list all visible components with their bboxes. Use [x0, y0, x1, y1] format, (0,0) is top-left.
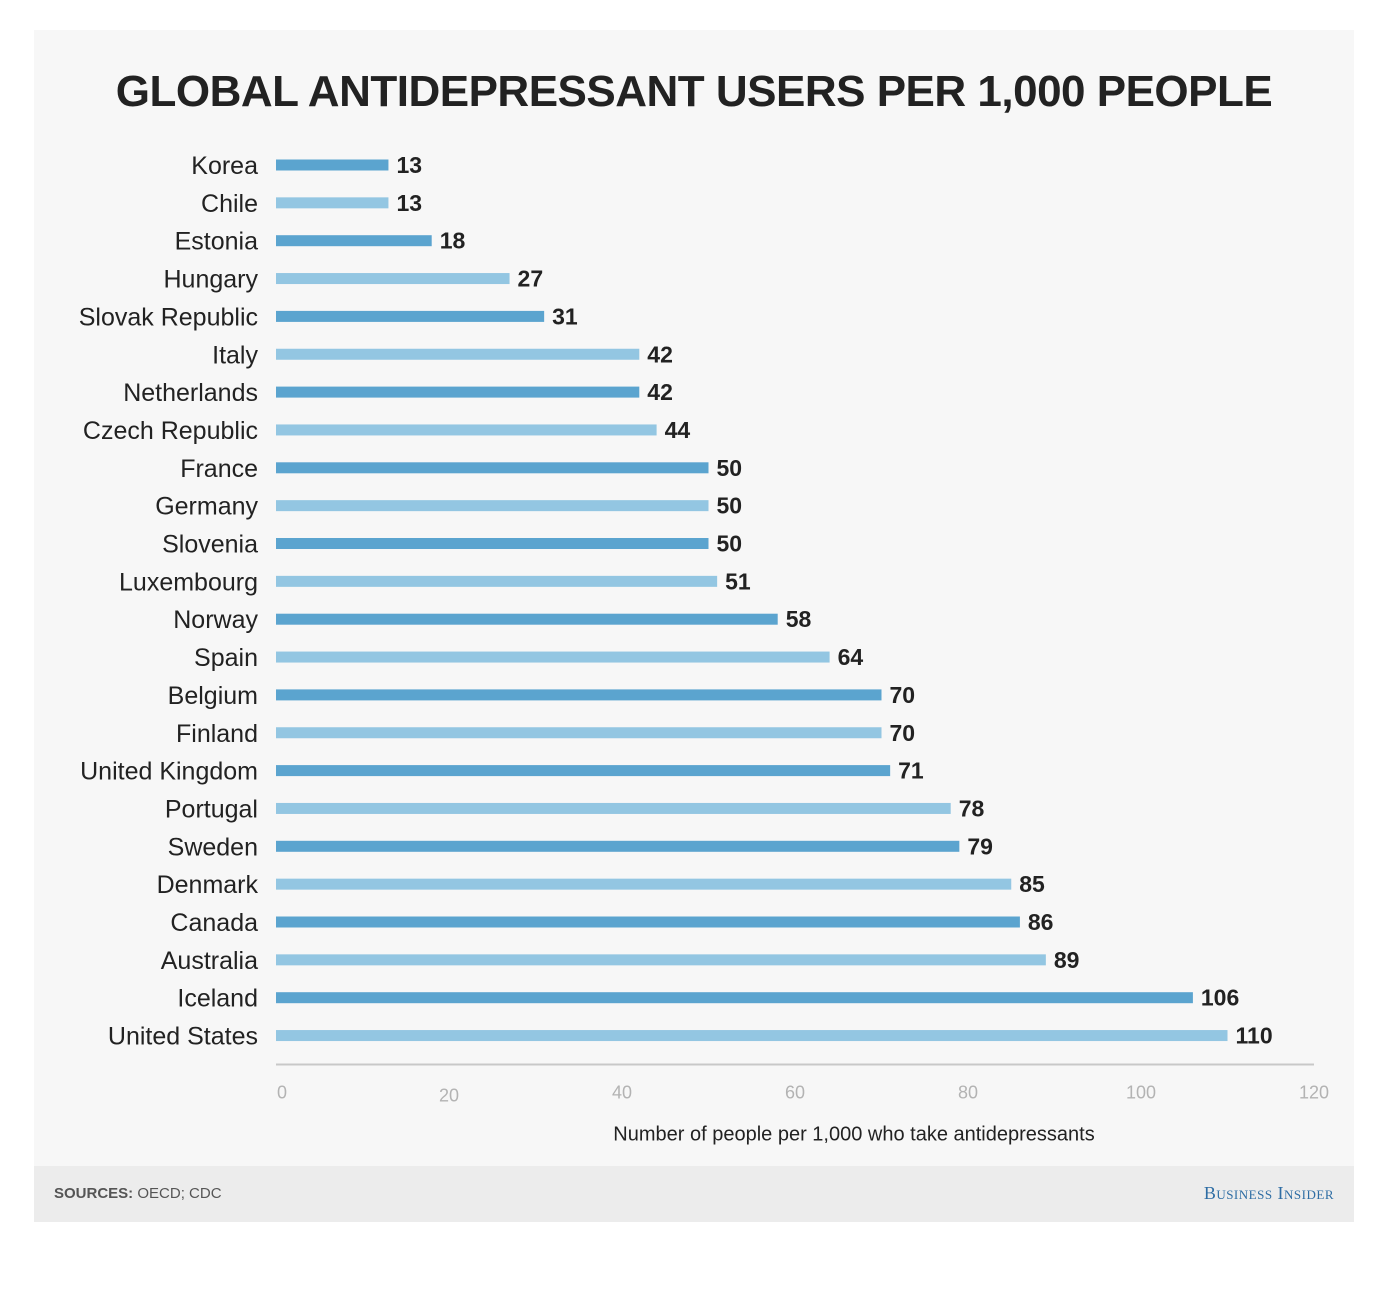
category-label-iceland: Iceland: [177, 985, 258, 1013]
x-axis-label: Number of people per 1,000 who take anti…: [613, 1124, 1094, 1146]
category-label-australia: Australia: [161, 947, 258, 975]
category-label-estonia: Estonia: [175, 228, 258, 256]
category-label-slovak-republic: Slovak Republic: [79, 303, 258, 331]
bar-chile: [276, 197, 389, 209]
x-tick-80: 80: [958, 1083, 978, 1103]
bar-norway: [276, 613, 778, 625]
category-label-korea: Korea: [191, 152, 258, 180]
value-label-netherlands: 42: [647, 379, 673, 405]
value-label-norway: 58: [786, 606, 812, 632]
bar-luxembourg: [276, 575, 718, 587]
value-label-chile: 13: [396, 190, 422, 216]
value-label-denmark: 85: [1019, 871, 1045, 897]
bar-estonia: [276, 235, 432, 247]
value-label-spain: 64: [838, 644, 864, 670]
value-label-czech-republic: 44: [665, 417, 691, 443]
x-tick-60: 60: [785, 1083, 805, 1103]
value-label-united-states: 110: [1236, 1023, 1273, 1049]
value-label-canada: 86: [1028, 909, 1054, 935]
category-label-hungary: Hungary: [164, 266, 259, 294]
value-label-estonia: 18: [440, 228, 466, 254]
category-label-united-states: United States: [108, 1023, 258, 1051]
category-label-germany: Germany: [155, 493, 258, 521]
bar-france: [276, 462, 709, 474]
value-label-finland: 70: [890, 720, 916, 746]
bar-italy: [276, 348, 640, 360]
bar-korea: [276, 159, 389, 171]
value-label-luxembourg: 51: [725, 568, 751, 594]
category-label-finland: Finland: [176, 720, 258, 748]
value-label-sweden: 79: [967, 833, 993, 859]
footer-bar: SOURCES: OECD; CDC Business Insider: [34, 1166, 1354, 1222]
sources-label: SOURCES:: [54, 1185, 134, 1202]
x-tick-0: 0: [277, 1083, 287, 1103]
bar-slovak-republic: [276, 310, 545, 322]
value-label-france: 50: [717, 455, 743, 481]
bar-netherlands: [276, 386, 640, 398]
category-label-chile: Chile: [201, 190, 258, 218]
category-label-italy: Italy: [212, 341, 258, 369]
value-label-germany: 50: [717, 493, 743, 519]
category-label-norway: Norway: [173, 606, 258, 634]
bar-germany: [276, 500, 709, 512]
category-label-spain: Spain: [194, 644, 258, 672]
bar-chart: Korea 13 Chile 13 Estonia 18 Hungary 27 Slovak R…: [79, 152, 1329, 1146]
value-label-slovenia: 50: [717, 531, 743, 557]
category-label-slovenia: Slovenia: [162, 531, 258, 559]
chart-title: GLOBAL ANTIDEPRESSANT USERS PER 1,000 PE…: [115, 67, 1273, 116]
value-label-hungary: 27: [518, 266, 544, 292]
sources-text: OECD; CDC: [133, 1185, 222, 1202]
value-label-australia: 89: [1054, 947, 1080, 973]
bar-finland: [276, 727, 882, 739]
value-label-korea: 13: [396, 152, 422, 178]
category-label-united-kingdom: United Kingdom: [80, 758, 258, 786]
value-label-iceland: 106: [1201, 985, 1239, 1011]
category-label-luxembourg: Luxembourg: [119, 568, 258, 596]
x-tick-20: 20: [439, 1086, 459, 1106]
bar-portugal: [276, 802, 951, 814]
bar-united-kingdom: [276, 765, 891, 777]
bar-canada: [276, 916, 1020, 928]
category-label-belgium: Belgium: [168, 682, 258, 710]
brand-logo: Business Insider: [1203, 1183, 1334, 1203]
value-label-belgium: 70: [890, 682, 916, 708]
bar-hungary: [276, 273, 510, 285]
x-tick-120: 120: [1299, 1083, 1329, 1103]
category-label-france: France: [180, 455, 258, 483]
bar-spain: [276, 651, 830, 663]
value-label-slovak-republic: 31: [552, 303, 578, 329]
value-label-portugal: 78: [959, 795, 985, 821]
category-label-denmark: Denmark: [157, 871, 259, 899]
x-tick-40: 40: [612, 1083, 632, 1103]
value-label-united-kingdom: 71: [898, 758, 924, 784]
bar-united-states: [276, 1030, 1228, 1042]
bar-czech-republic: [276, 424, 657, 436]
value-label-italy: 42: [647, 341, 673, 367]
bar-denmark: [276, 878, 1012, 890]
category-label-sweden: Sweden: [168, 833, 258, 861]
category-label-czech-republic: Czech Republic: [83, 417, 258, 445]
bar-belgium: [276, 689, 882, 701]
bar-slovenia: [276, 538, 709, 549]
bar-sweden: [276, 840, 960, 852]
sources-note: SOURCES: OECD; CDC: [54, 1185, 222, 1202]
category-label-canada: Canada: [170, 909, 258, 937]
bar-iceland: [276, 992, 1193, 1004]
x-tick-100: 100: [1126, 1083, 1156, 1103]
category-label-netherlands: Netherlands: [123, 379, 258, 407]
bar-australia: [276, 954, 1046, 966]
category-label-portugal: Portugal: [165, 795, 258, 823]
infographic-card: GLOBAL ANTIDEPRESSANT USERS PER 1,000 PE…: [34, 30, 1354, 1222]
